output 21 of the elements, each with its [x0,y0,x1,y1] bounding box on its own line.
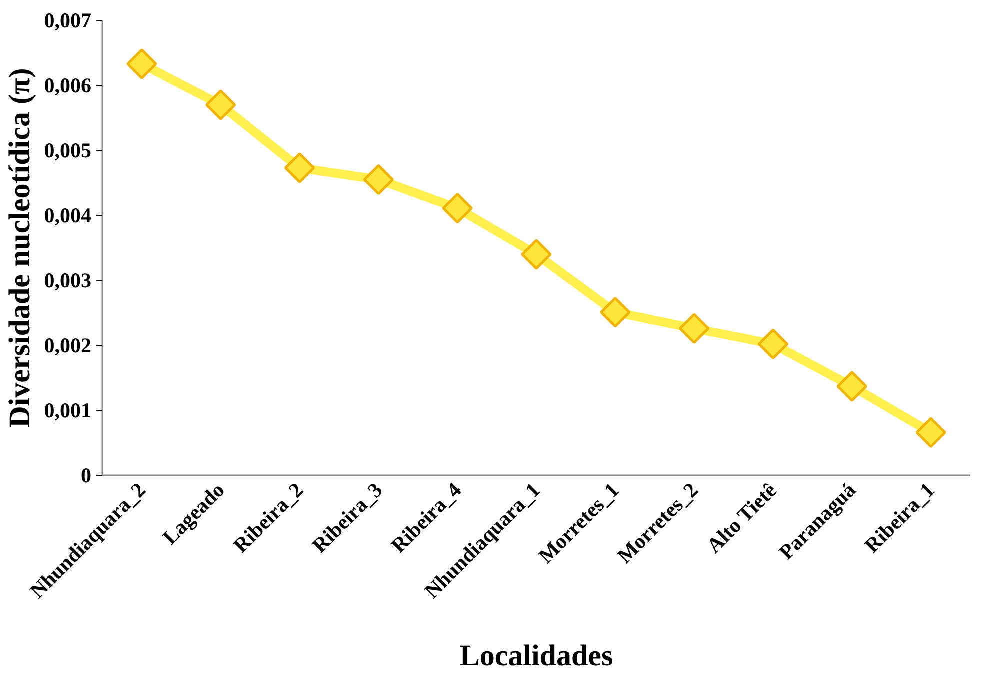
y-tick-label: 0,006 [44,74,92,98]
point [836,371,868,402]
y-tick-label: 0,003 [44,268,92,292]
point [126,48,158,80]
point [363,164,394,196]
point [442,192,473,224]
y-tick-label: 0,002 [44,334,92,358]
y-axis-title: Diversidade nucleotídica (π) [3,68,36,428]
point [284,152,316,184]
y-tick-label: 0,007 [44,8,92,32]
y-tick-label: 0 [81,464,92,488]
y-tick-label: 0,004 [44,204,92,228]
point [916,417,946,448]
point [521,239,552,270]
y-tick-label: 0,005 [44,138,92,162]
point [678,313,710,344]
point [205,90,236,120]
x-axis-title: Localidades [460,640,614,673]
point [758,328,789,360]
point [600,296,631,328]
y-tick-label: 0,001 [44,398,92,422]
